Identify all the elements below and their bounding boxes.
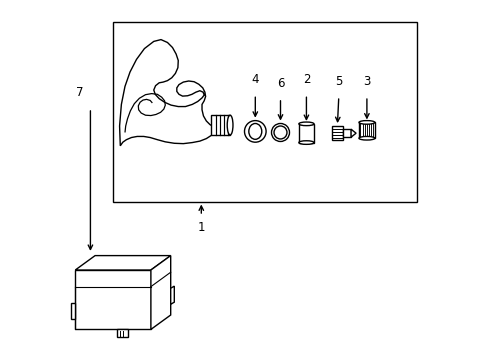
- Polygon shape: [343, 129, 350, 137]
- Ellipse shape: [298, 122, 313, 126]
- Ellipse shape: [273, 126, 286, 139]
- Ellipse shape: [271, 123, 289, 141]
- Polygon shape: [71, 303, 75, 319]
- Polygon shape: [350, 129, 355, 137]
- Polygon shape: [75, 270, 151, 329]
- Polygon shape: [358, 122, 374, 138]
- Ellipse shape: [298, 141, 313, 144]
- Ellipse shape: [244, 121, 265, 142]
- Text: 5: 5: [334, 75, 342, 88]
- Ellipse shape: [358, 136, 374, 140]
- Polygon shape: [151, 256, 170, 329]
- Ellipse shape: [227, 115, 232, 135]
- Text: 6: 6: [276, 77, 284, 90]
- Text: 4: 4: [251, 73, 259, 86]
- Polygon shape: [170, 286, 174, 304]
- Text: 2: 2: [302, 73, 309, 86]
- Polygon shape: [331, 126, 343, 140]
- Ellipse shape: [358, 121, 374, 124]
- Text: 3: 3: [363, 75, 370, 88]
- FancyBboxPatch shape: [113, 22, 416, 202]
- Polygon shape: [211, 115, 230, 135]
- Ellipse shape: [248, 123, 261, 139]
- Polygon shape: [298, 124, 313, 143]
- Polygon shape: [117, 329, 128, 337]
- Text: 7: 7: [76, 86, 83, 99]
- Text: 1: 1: [197, 221, 204, 234]
- Polygon shape: [75, 256, 170, 270]
- Polygon shape: [120, 40, 215, 146]
